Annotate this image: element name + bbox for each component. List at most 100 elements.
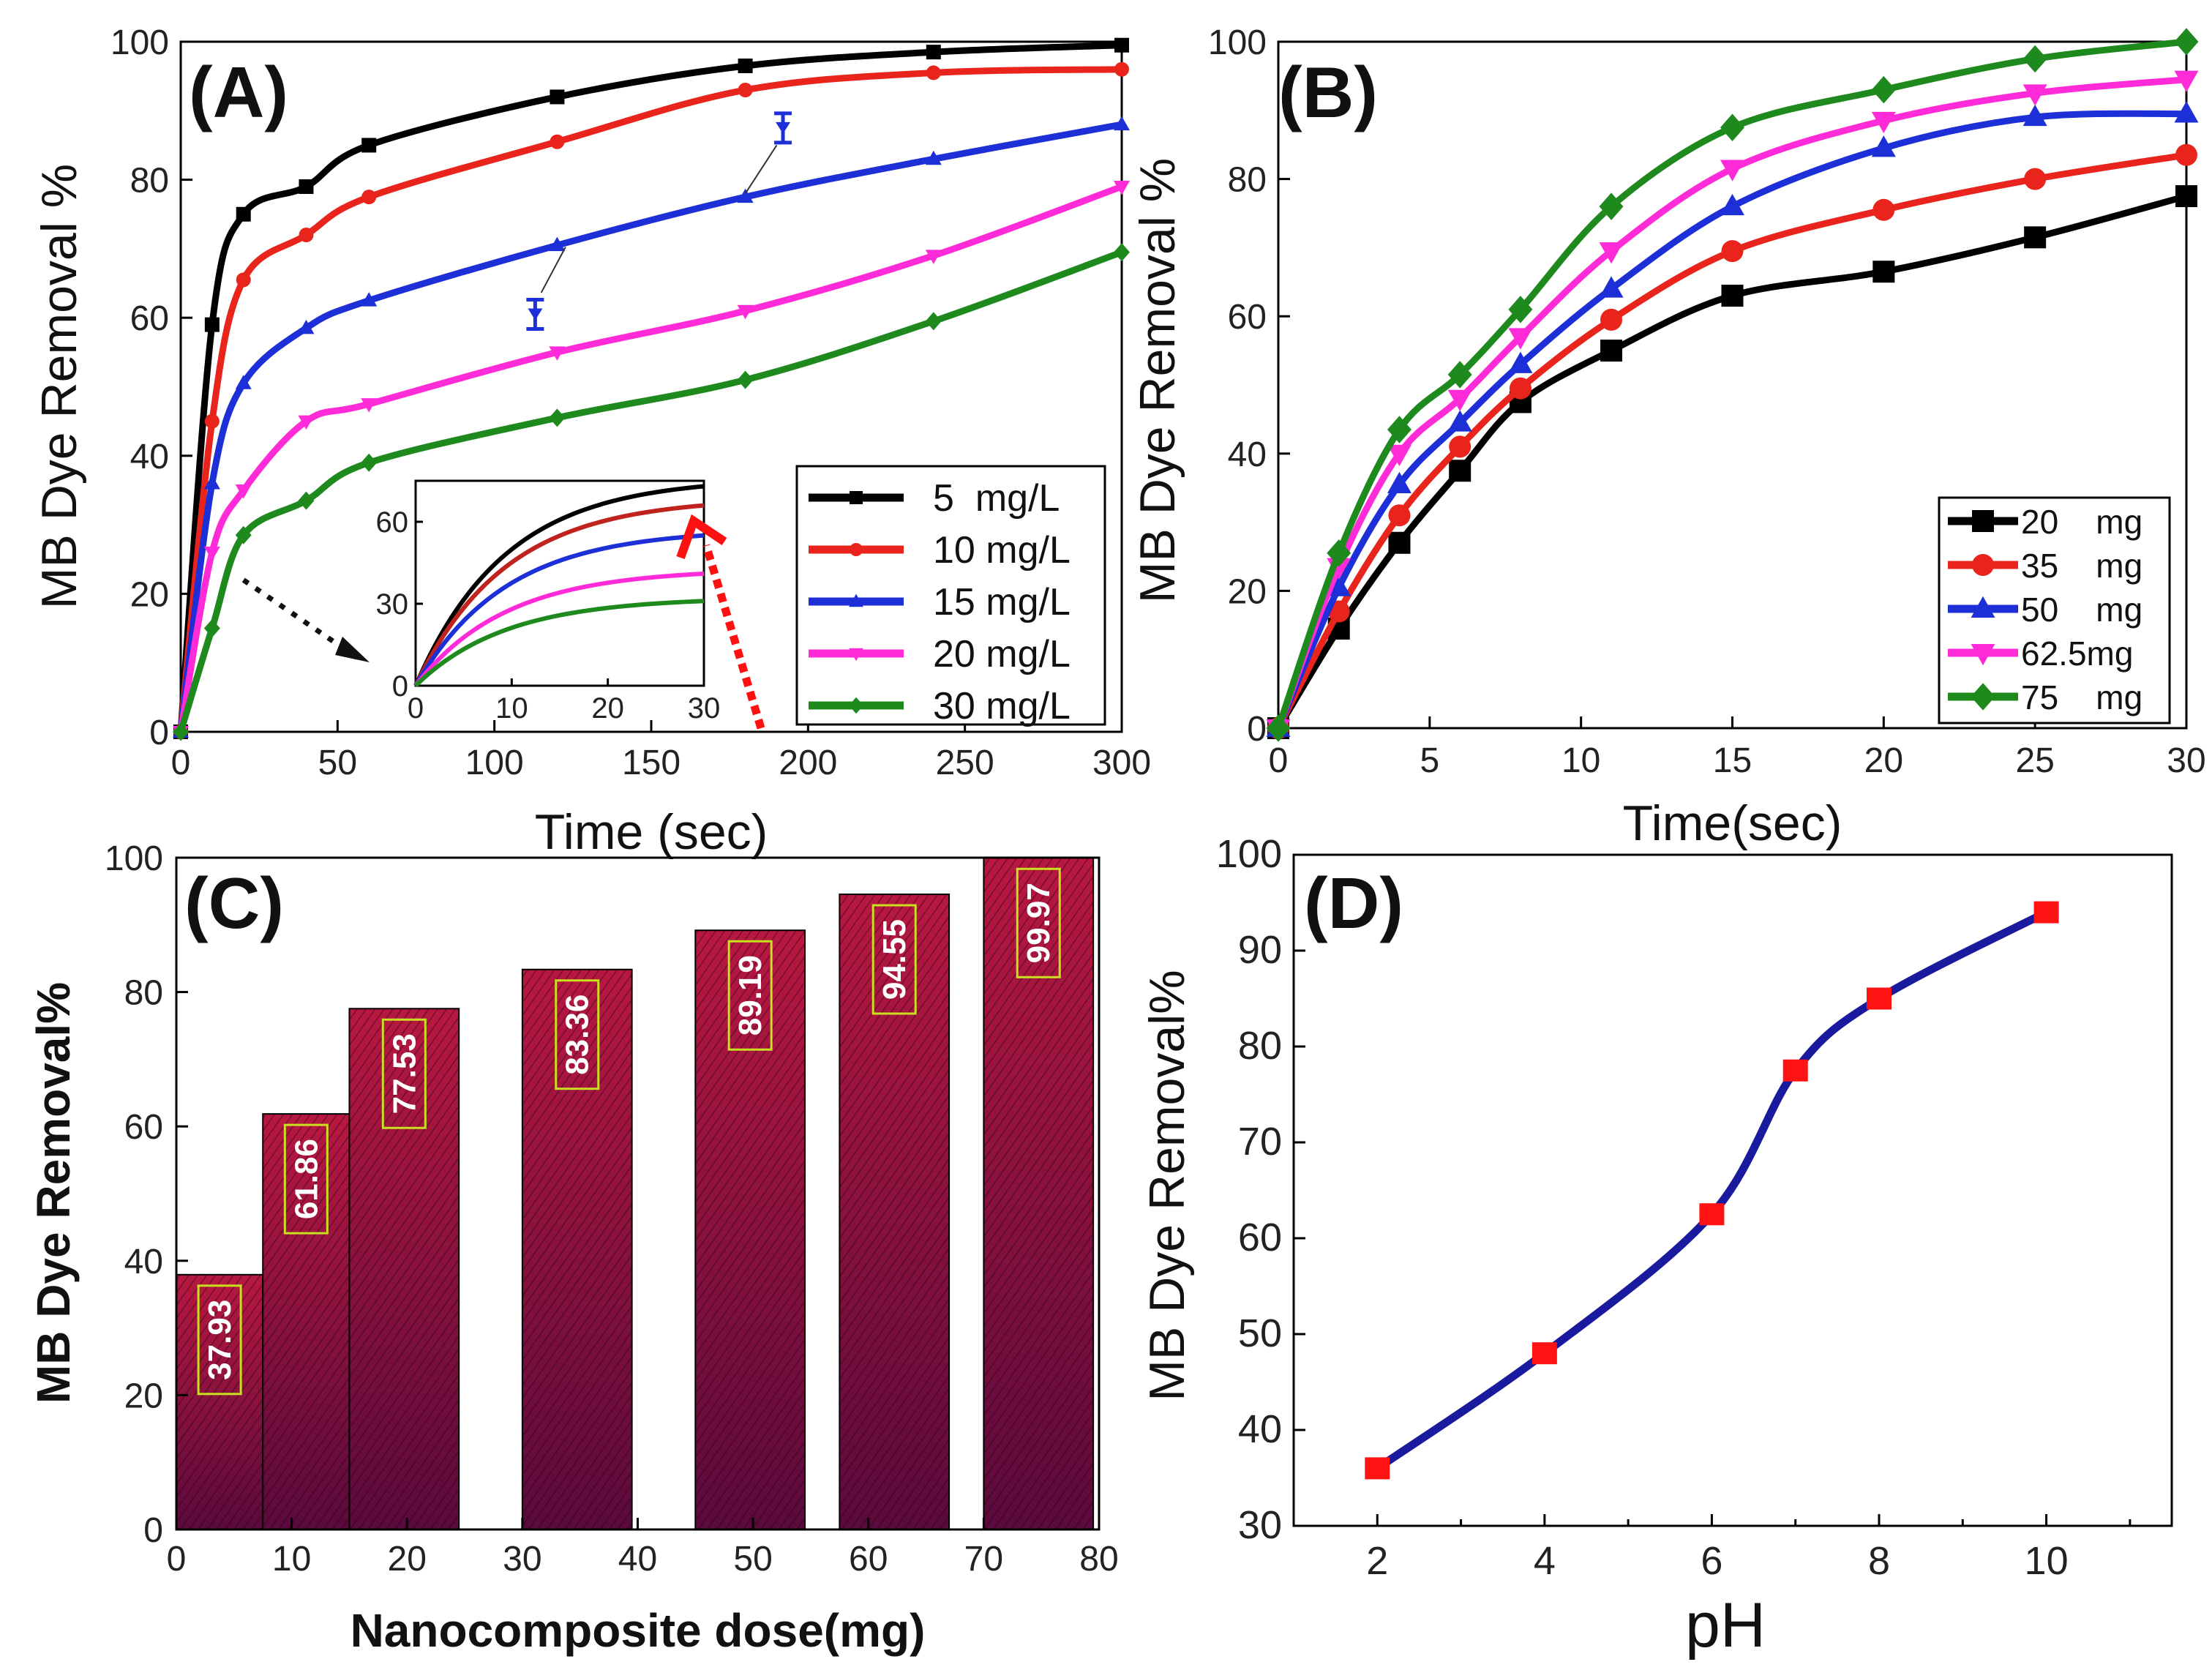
data-point	[2174, 101, 2199, 123]
y-axis-title: MB Dye Removal %	[1130, 158, 1185, 603]
data-point	[203, 546, 220, 561]
x-tick-label: 50	[318, 744, 357, 782]
legend-marker	[849, 594, 863, 607]
data-point	[298, 415, 315, 430]
data-point	[737, 370, 754, 389]
data-point	[1388, 531, 1411, 554]
x-tick-label: 30	[2167, 741, 2205, 780]
data-point	[298, 319, 315, 334]
data-point	[738, 83, 753, 98]
panel-b: 0 5 10 15 20 25 30 0 20 40 60 80 100 Time(sec) MB Dye …	[1130, 23, 2206, 851]
legend-label: 10 mg/L	[933, 529, 1071, 572]
error-marker-shape	[776, 121, 791, 134]
x-tick-label: 40	[618, 1540, 657, 1579]
data-point	[1508, 351, 1533, 373]
legend-label: 20 mg/L	[933, 633, 1071, 675]
y-tick-label: 60	[130, 299, 169, 338]
y-tick-label: 40	[1228, 435, 1267, 474]
data-point	[2024, 226, 2047, 249]
x-tick-label: 8	[1868, 1539, 1890, 1583]
data-point	[1871, 75, 1896, 104]
data-point	[1508, 328, 1533, 350]
error-marker-shape	[528, 308, 543, 321]
y-tick-label: 80	[1238, 1024, 1282, 1068]
x-tick-label: 70	[964, 1540, 1003, 1579]
inset-zoom-arrowhead	[676, 514, 727, 560]
x-tick-label: 30	[503, 1540, 541, 1579]
y-tick-label: 50	[1238, 1311, 1282, 1355]
data-point	[2033, 901, 2059, 924]
x-tick-label: 4	[1534, 1539, 1556, 1583]
y-tick-label: 80	[124, 974, 163, 1013]
data-point	[1327, 539, 1351, 567]
data-point	[203, 619, 220, 638]
data-point	[1447, 361, 1472, 389]
y-axis-title: MB Dye Removal %	[31, 164, 87, 609]
inset-y-tick-label: 0	[392, 670, 408, 703]
bar-value-label: 99.97	[1021, 883, 1057, 963]
bar-group: 37.93	[176, 1273, 264, 1530]
y-tick-label: 60	[124, 1108, 163, 1147]
data-point	[1782, 1059, 1808, 1082]
data-point	[550, 134, 565, 149]
y-tick-label: 60	[1228, 298, 1267, 337]
data-point	[1114, 181, 1130, 195]
legend-marker	[1972, 510, 1994, 532]
data-point	[1599, 192, 1624, 220]
data-point	[361, 190, 377, 205]
bar-value-label: 89.19	[732, 955, 768, 1036]
inset-x-tick-label: 0	[408, 692, 424, 724]
inset-curve	[413, 533, 705, 687]
legend-marker	[1971, 683, 1995, 711]
data-point	[1114, 116, 1130, 131]
data-point	[203, 475, 220, 490]
bar-value-label: 83.36	[560, 995, 596, 1075]
data-point	[1449, 460, 1471, 482]
bar-label-box	[1016, 867, 1061, 978]
y-tick-label: 40	[124, 1243, 163, 1281]
data-point	[2174, 70, 2199, 92]
y-tick-label: 100	[110, 23, 169, 62]
bar-group: 77.53	[348, 1008, 460, 1531]
legend-label: 62.5mg	[2021, 634, 2133, 673]
series-2	[1267, 143, 2197, 739]
panel-label: (D)	[1304, 863, 1403, 943]
data-point	[1531, 1342, 1557, 1365]
panel-label: (B)	[1278, 52, 1378, 132]
y-tick-label: 20	[130, 575, 169, 614]
data-point	[236, 206, 251, 222]
legend-marker	[850, 543, 863, 556]
series-line	[1375, 908, 2049, 1472]
bar-hatch-fill	[983, 858, 1094, 1529]
data-point	[299, 228, 314, 243]
data-point	[1114, 243, 1130, 262]
y-tick-label: 40	[130, 438, 169, 476]
legend: 20 mg 35 mg 50 mg 62.5mg 75 mg	[1938, 496, 2171, 724]
x-tick-label: 200	[779, 744, 837, 782]
x-tick-label: 50	[733, 1540, 772, 1579]
bar-label-box	[871, 904, 917, 1015]
data-point	[2174, 28, 2199, 56]
x-axis-title: Time(sec)	[1623, 795, 1842, 851]
series-5	[1266, 28, 2199, 742]
data-point	[550, 89, 565, 105]
data-point	[2022, 84, 2047, 106]
data-point	[2175, 185, 2197, 208]
data-point	[361, 453, 378, 472]
legend-label: 15 mg/L	[933, 581, 1071, 624]
data-point	[204, 413, 220, 429]
x-tick-label: 10	[272, 1540, 311, 1579]
data-point	[2175, 143, 2197, 166]
y-tick-label: 100	[1216, 832, 1282, 876]
data-point	[925, 312, 942, 331]
data-point	[173, 722, 189, 741]
y-tick-label: 30	[1238, 1503, 1282, 1547]
bar-group: 99.97	[983, 857, 1095, 1530]
data-point	[299, 179, 314, 195]
data-point	[1449, 435, 1471, 458]
data-point	[1720, 113, 1744, 141]
panel-label: (C)	[184, 863, 284, 943]
data-point	[549, 408, 566, 427]
x-tick-label: 60	[849, 1540, 888, 1579]
inset-y-tick-label: 30	[376, 588, 409, 621]
